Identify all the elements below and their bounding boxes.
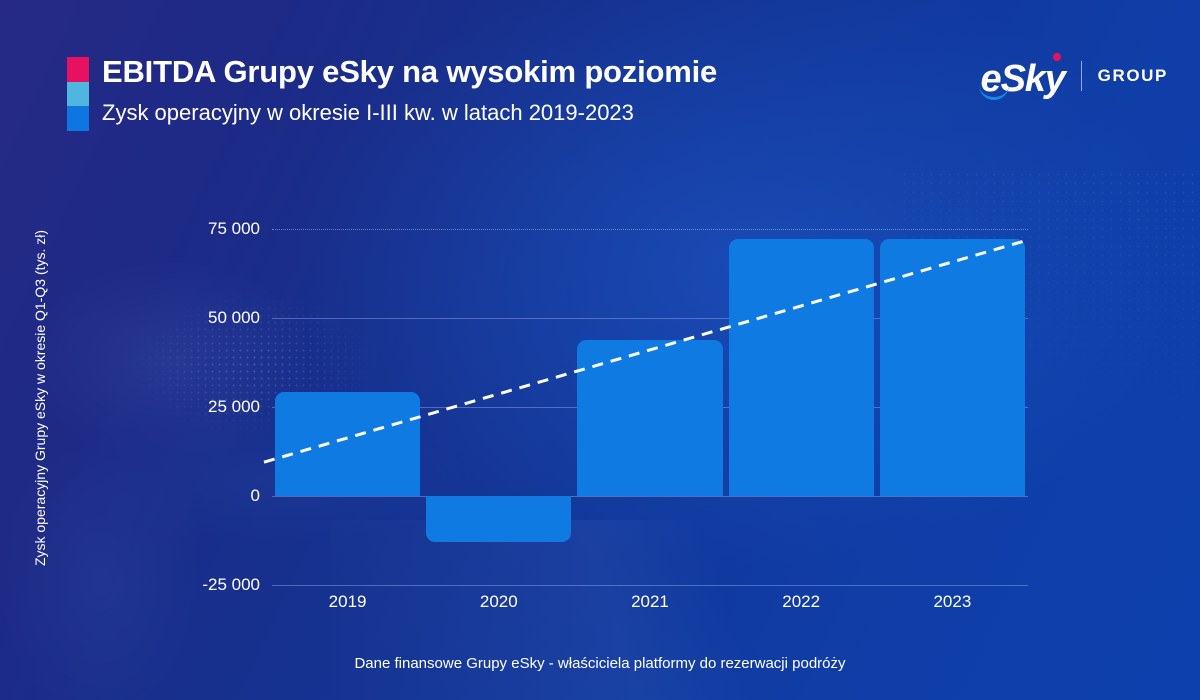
esky-logo-mark: e Sky — [978, 53, 1066, 100]
x-tick-label-2023: 2023 — [933, 592, 972, 611]
x-tick-label-2021: 2021 — [631, 592, 669, 611]
gridline-75000 — [272, 229, 1028, 230]
accent-bars — [67, 57, 89, 132]
header: EBITDA Grupy eSky na wysokim poziomie Zy… — [0, 0, 1200, 150]
bar-2022[interactable] — [728, 238, 874, 496]
page-subtitle: Zysk operacyjny w okresie I-III kw. w la… — [102, 100, 634, 125]
bar-2019[interactable] — [275, 392, 421, 496]
logo-dot-icon — [1052, 53, 1061, 61]
logo-divider — [1080, 61, 1082, 91]
logo-arc-icon — [978, 85, 1009, 100]
accent-bar-blue — [67, 106, 89, 132]
logo-group-label: GROUP — [1097, 66, 1168, 85]
accent-bar-lightblue — [67, 81, 89, 107]
esky-group-logo: e Sky GROUP — [978, 52, 1169, 100]
accent-bar-pink — [67, 57, 89, 82]
y-axis-title: Zysk operacyjny Grupy eSky w okresie Q1-… — [32, 229, 48, 567]
y-tick-label: 0 — [250, 486, 260, 505]
bar-2023[interactable] — [879, 238, 1025, 496]
logo-wordmark-sky: Sky — [1000, 58, 1066, 100]
y-tick-label: 25 000 — [208, 397, 260, 416]
x-tick-label-2019: 2019 — [328, 592, 367, 611]
bar-2021[interactable] — [577, 340, 723, 496]
page-title: EBITDA Grupy eSky na wysokim poziomie — [102, 54, 718, 89]
y-tick-label: -25 000 — [202, 575, 260, 594]
footer-caption: Dane finansowe Grupy eSky - właściciela … — [354, 655, 846, 672]
x-tick-label-2020: 2020 — [479, 592, 518, 611]
y-tick-label: 50 000 — [208, 308, 260, 327]
gridline-0 — [272, 496, 1028, 497]
x-tick-label-2022: 2022 — [782, 592, 821, 611]
y-axis-ticks: 75 000 50 000 25 000 0 -25 000 — [160, 0, 260, 700]
gridline--25000 — [272, 585, 1028, 586]
y-tick-label: 75 000 — [208, 219, 260, 238]
bar-2020[interactable] — [426, 496, 572, 543]
